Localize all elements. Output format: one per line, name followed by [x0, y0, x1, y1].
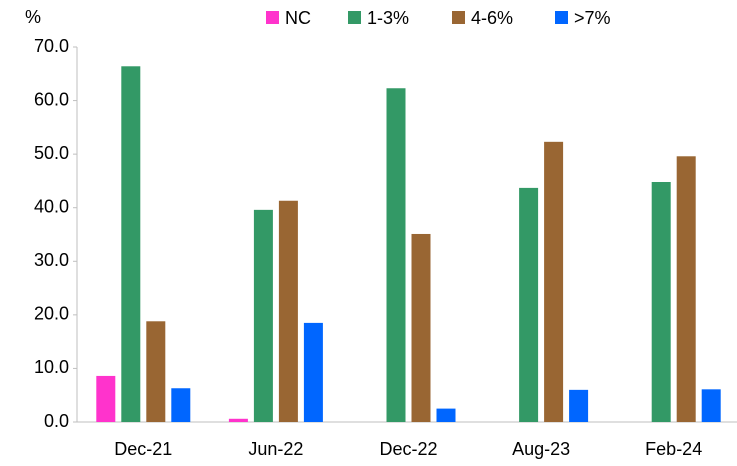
y-tick-label: 70.0 — [34, 36, 69, 56]
y-tick-label: 40.0 — [34, 196, 69, 216]
bar — [253, 209, 273, 422]
y-tick-label: 30.0 — [34, 250, 69, 270]
x-tick-label: Dec-21 — [114, 439, 172, 459]
bar — [121, 66, 141, 423]
x-tick-label: Dec-22 — [379, 439, 437, 459]
x-tick-label: Aug-23 — [512, 439, 570, 459]
y-tick-label: 50.0 — [34, 143, 69, 163]
bar — [544, 141, 564, 423]
bar — [278, 200, 298, 422]
y-tick-label: 20.0 — [34, 304, 69, 324]
x-tick-label: Jun-22 — [248, 439, 303, 459]
bar — [411, 233, 431, 422]
bar — [228, 418, 248, 422]
bar — [676, 156, 696, 423]
bar — [303, 322, 323, 422]
legend-swatch — [266, 11, 279, 24]
bar — [651, 182, 671, 422]
bar — [386, 88, 406, 422]
legend-label: 1-3% — [367, 8, 409, 28]
bar — [701, 389, 721, 422]
legend-swatch — [348, 11, 361, 24]
legend-swatch — [452, 11, 465, 24]
y-axis-label: % — [25, 7, 41, 27]
x-tick-label: Feb-24 — [645, 439, 702, 459]
legend-swatch — [555, 11, 568, 24]
bar — [569, 389, 589, 422]
bar — [519, 187, 539, 422]
bar — [146, 321, 166, 422]
y-tick-label: 60.0 — [34, 89, 69, 109]
legend-label: NC — [285, 8, 311, 28]
y-tick-label: 10.0 — [34, 357, 69, 377]
legend-label: >7% — [574, 8, 611, 28]
bar — [436, 408, 456, 422]
legend-label: 4-6% — [471, 8, 513, 28]
y-tick-label: 0.0 — [44, 411, 69, 431]
bar — [171, 388, 191, 422]
bar — [96, 375, 116, 422]
